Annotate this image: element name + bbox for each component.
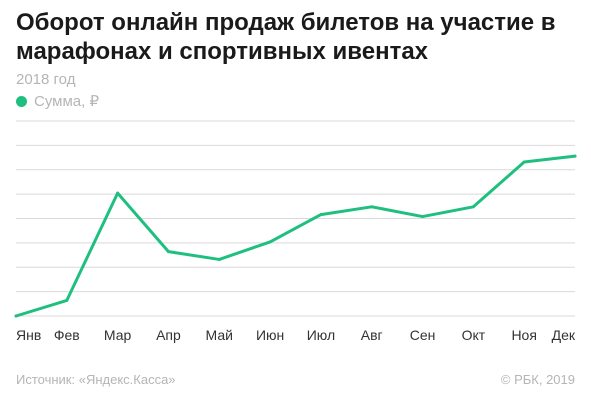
data-point: [217, 257, 221, 261]
data-point: [116, 191, 120, 195]
x-axis-ticks: Янв Фев Мар Апр Май Июн Июл Авг Сен Окт Ноя Дек: [16, 327, 576, 343]
legend: Сумма, ₽: [16, 92, 99, 110]
series-line: [14, 154, 577, 318]
x-tick-label: Мар: [104, 327, 132, 343]
data-point: [421, 215, 425, 219]
x-tick-label: Ноя: [511, 327, 536, 343]
x-tick-label: Сен: [410, 327, 436, 343]
data-point: [573, 154, 577, 158]
copyright-note: © РБК, 2019: [500, 372, 575, 387]
x-tick-label: Авг: [361, 327, 383, 343]
data-point: [370, 205, 374, 209]
x-tick-label: Май: [206, 327, 233, 343]
data-point: [319, 213, 323, 217]
x-tick-label: Апр: [156, 327, 181, 343]
grid-lines: [16, 120, 575, 317]
data-point: [268, 240, 272, 244]
chart-title: Оборот онлайн продаж билетов на участие …: [16, 9, 556, 65]
data-point: [471, 205, 475, 209]
x-tick-label: Июн: [256, 327, 284, 343]
x-tick-label: Янв: [16, 327, 41, 343]
x-tick-label: Фев: [54, 327, 80, 343]
legend-dot-icon: [16, 95, 27, 107]
data-point: [166, 250, 170, 254]
legend-label: Сумма, ₽: [34, 93, 100, 110]
chart-subtitle: 2018 год: [16, 71, 76, 88]
x-tick-label: Дек: [552, 327, 576, 343]
x-tick-label: Июл: [307, 327, 335, 343]
series-layer: [14, 154, 577, 318]
x-tick-label: Окт: [462, 327, 486, 343]
data-point: [65, 298, 69, 302]
source-note: Источник: «Яндекс.Касса»: [16, 372, 176, 387]
data-point: [522, 160, 526, 164]
data-point: [14, 314, 18, 318]
